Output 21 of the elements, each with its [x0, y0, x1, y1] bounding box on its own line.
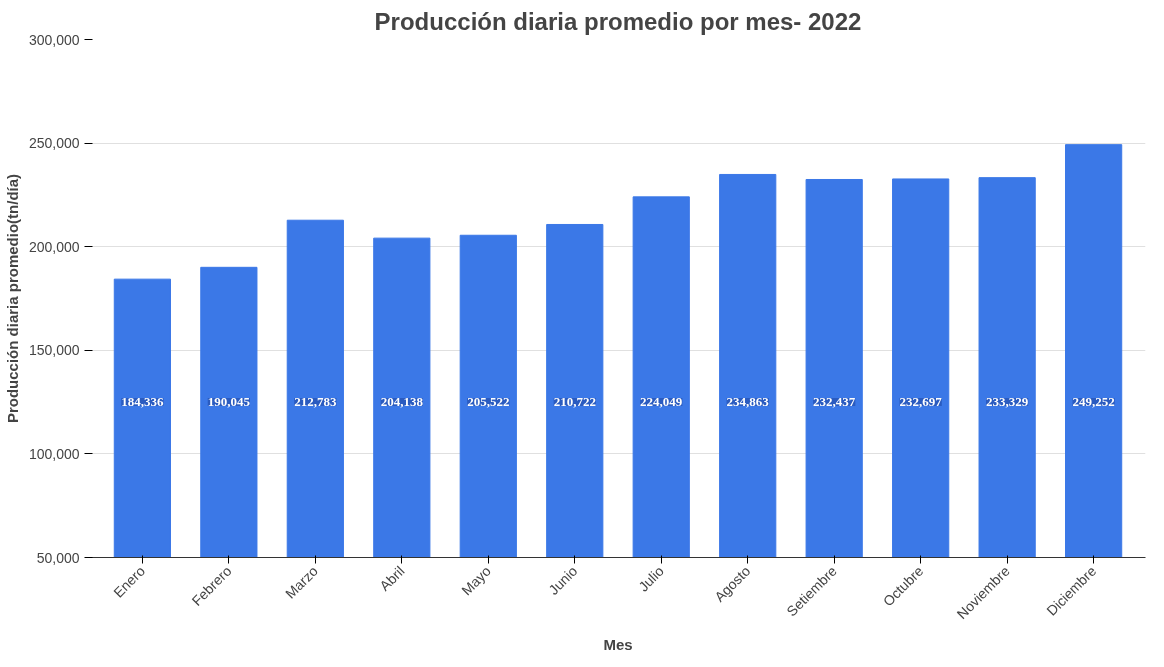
data-label: 232,697 — [899, 394, 943, 410]
data-label: 234,863 — [726, 394, 770, 410]
data-label: 190,045 — [207, 394, 251, 410]
data-label: 205,522 — [467, 394, 510, 410]
y-axis-title: Producción diaria promedio(tn/día) — [3, 173, 21, 424]
data-label: 210,722 — [553, 394, 596, 410]
data-label: 184,336 — [121, 394, 165, 410]
data-label: 204,138 — [380, 394, 424, 410]
y-tick-label: 50,000 — [36, 549, 80, 566]
data-label: 224,049 — [640, 394, 683, 410]
chart-title: Producción diaria promedio por mes- 2022 — [374, 7, 862, 35]
x-axis-title: Mes — [603, 635, 633, 653]
data-label: 232,437 — [813, 394, 856, 410]
y-tick-label: 250,000 — [28, 135, 80, 152]
y-tick-label: 100,000 — [28, 445, 80, 462]
data-label: 233,329 — [986, 394, 1029, 410]
y-tick-label: 300,000 — [28, 31, 80, 48]
data-label: 212,783 — [294, 394, 337, 410]
y-tick-label: 150,000 — [28, 342, 80, 359]
y-tick-label: 200,000 — [28, 238, 80, 255]
data-label: 249,252 — [1072, 394, 1115, 410]
